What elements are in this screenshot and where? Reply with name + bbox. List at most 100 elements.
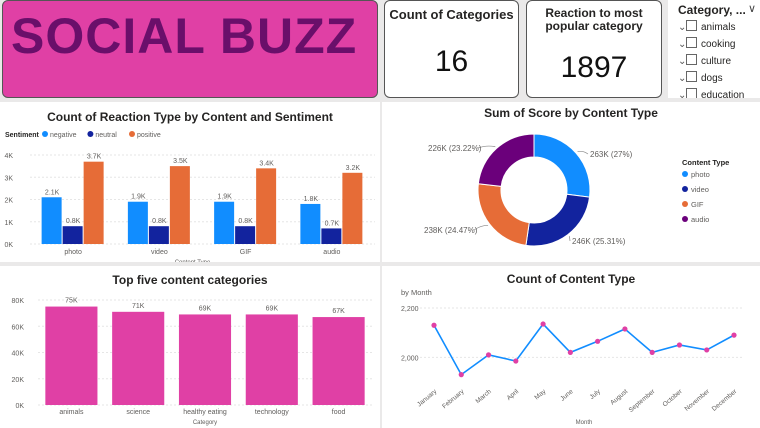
bar (214, 201, 235, 244)
checkbox[interactable] (686, 37, 697, 48)
data-label: 69K (266, 305, 279, 312)
checkbox[interactable] (686, 54, 697, 65)
slice-label: 226K (23.22%) (428, 144, 482, 153)
slice-label: 263K (27%) (590, 150, 633, 159)
checkbox[interactable] (686, 88, 697, 98)
chevron-down-icon[interactable]: ⌄ (678, 73, 687, 84)
data-label: 1.9K (131, 194, 146, 201)
y-tick-label: 4K (4, 153, 13, 160)
x-tick-label: April (506, 388, 521, 402)
x-axis-title: Category (193, 420, 217, 426)
chart-title: Count of Content Type (506, 272, 636, 286)
legend-label: neutral (95, 132, 117, 139)
kpi-value: 16 (434, 45, 469, 78)
slicer-item[interactable]: ⌄ dogs (678, 71, 723, 84)
x-tick-label: GIF (240, 249, 252, 256)
bar (45, 306, 98, 405)
kpi-label: Count of Categories (389, 7, 514, 22)
bar (112, 311, 165, 405)
x-tick-label: July (589, 388, 603, 401)
x-axis-title: Month (576, 420, 593, 426)
data-point (595, 338, 601, 344)
x-tick-label: healthy eating (183, 409, 227, 416)
chevron-down-icon[interactable]: ⌄ (678, 39, 687, 50)
kpi-value: 1897 (560, 51, 628, 84)
data-label: 0.8K (66, 218, 81, 225)
x-tick-label: August (609, 388, 629, 406)
data-point (458, 372, 464, 378)
data-label: 1.8K (304, 196, 319, 203)
y-tick-label: 2K (4, 198, 13, 205)
y-tick-label: 0K (4, 242, 13, 249)
leader-line (568, 235, 571, 242)
bar (83, 161, 104, 244)
x-axis-title: Content Type (175, 260, 211, 262)
checkbox[interactable] (686, 20, 697, 31)
reaction-bar-chart: Sentiment negative neutral positive 0K 1K 2K 3K… (4, 131, 375, 262)
kpi-reaction-popular-category[interactable]: Reaction to most popular category 1897 (526, 0, 662, 98)
data-label: 3.7K (87, 154, 102, 161)
kpi-count-of-categories[interactable]: Count of Categories 16 (384, 0, 519, 98)
data-point (649, 349, 655, 355)
y-tick-label: 80K (12, 298, 25, 305)
legend-marker (682, 201, 688, 207)
leader-line (477, 145, 496, 149)
chevron-down-icon[interactable]: ∨ (747, 3, 756, 15)
leader-line (577, 150, 589, 155)
slicer-item[interactable]: ⌄ education (678, 88, 744, 98)
chevron-down-icon[interactable]: ⌄ (678, 56, 687, 67)
reaction-by-content-chart[interactable]: Count of Reaction Type by Content and Se… (0, 102, 380, 262)
y-tick-label: 60K (12, 324, 25, 331)
x-tick-label: January (416, 388, 439, 409)
data-point (731, 332, 737, 338)
x-tick-label: technology (255, 409, 289, 416)
legend-title: Content Type (682, 158, 729, 167)
score-by-content-chart[interactable]: Sum of Score by Content Type 263K (27%) 2… (382, 102, 760, 262)
slicer-title: Category, ... (678, 3, 746, 17)
bar (178, 314, 232, 405)
x-tick-label: science (126, 409, 150, 416)
top-five-categories-chart[interactable]: Top five content categories 0K 20K 40K 60K 8… (0, 266, 380, 428)
data-point (540, 321, 546, 327)
slice-label: 238K (24.47%) (424, 226, 478, 235)
data-point (704, 347, 710, 353)
legend-marker (87, 131, 94, 137)
monthly-line-chart: by Month 2,000 2,200 January February March Ap… (401, 288, 744, 426)
data-label: 3.2K (346, 165, 361, 172)
title-banner: SOCIAL BUZZ (2, 0, 378, 98)
checkbox[interactable] (686, 71, 697, 82)
y-tick-label: 0K (15, 403, 24, 410)
slicer-item-label: education (701, 90, 745, 98)
data-label: 0.8K (152, 218, 167, 225)
kpi-label-line2: popular category (545, 19, 643, 33)
bar (300, 203, 321, 244)
chevron-down-icon[interactable]: ⌄ (678, 90, 687, 98)
category-slicer[interactable]: Category, ... ∨ ⌄ animals ⌄ cooking ⌄ cultu… (668, 0, 760, 98)
data-label: 71K (132, 303, 145, 310)
data-point (676, 342, 683, 348)
chevron-down-icon[interactable]: ⌄ (678, 22, 687, 33)
content-type-by-month-chart[interactable]: Count of Content Type by Month 2,000 2,200… (382, 266, 760, 428)
legend-label: GIF (691, 200, 704, 209)
x-tick-label: video (151, 249, 168, 256)
slicer-item[interactable]: ⌄ culture (678, 54, 731, 67)
donut-slice (533, 133, 591, 198)
y-tick-label: 20K (12, 377, 25, 384)
chart-title: Top five content categories (112, 273, 268, 287)
y-tick-label: 1K (4, 220, 13, 227)
legend-title: Sentiment (5, 132, 40, 139)
x-tick-label: November (684, 388, 712, 413)
leader-line (473, 225, 489, 231)
chart-subtitle: by Month (401, 288, 432, 297)
x-tick-label: animals (59, 409, 84, 416)
legend-label: positive (137, 132, 161, 139)
slicer-item[interactable]: ⌄ cooking (678, 37, 735, 50)
data-label: 2.1K (45, 189, 60, 196)
data-point (431, 322, 437, 328)
bar (342, 172, 363, 244)
score-donut-chart: 263K (27%) 246K (25.31%) 238K (24.47%) 226K… (424, 133, 729, 247)
chart-title: Sum of Score by Content Type (484, 106, 658, 120)
slicer-item[interactable]: ⌄ animals (678, 20, 735, 33)
y-tick-label: 2,000 (401, 355, 419, 362)
bar (41, 197, 62, 244)
